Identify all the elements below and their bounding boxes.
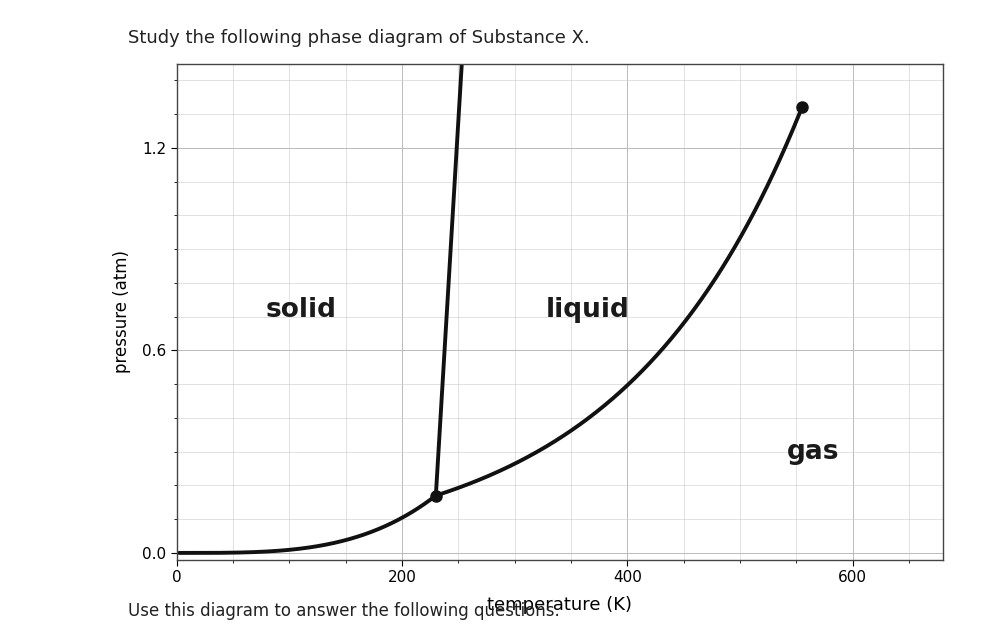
Text: liquid: liquid bbox=[546, 297, 629, 323]
Text: Use this diagram to answer the following questions.: Use this diagram to answer the following… bbox=[128, 602, 560, 620]
Text: Study the following phase diagram of Substance X.: Study the following phase diagram of Sub… bbox=[128, 29, 589, 46]
Text: solid: solid bbox=[265, 297, 336, 323]
Y-axis label: pressure (atm): pressure (atm) bbox=[113, 250, 131, 373]
X-axis label: temperature (K): temperature (K) bbox=[487, 596, 632, 614]
Text: gas: gas bbox=[787, 439, 840, 465]
